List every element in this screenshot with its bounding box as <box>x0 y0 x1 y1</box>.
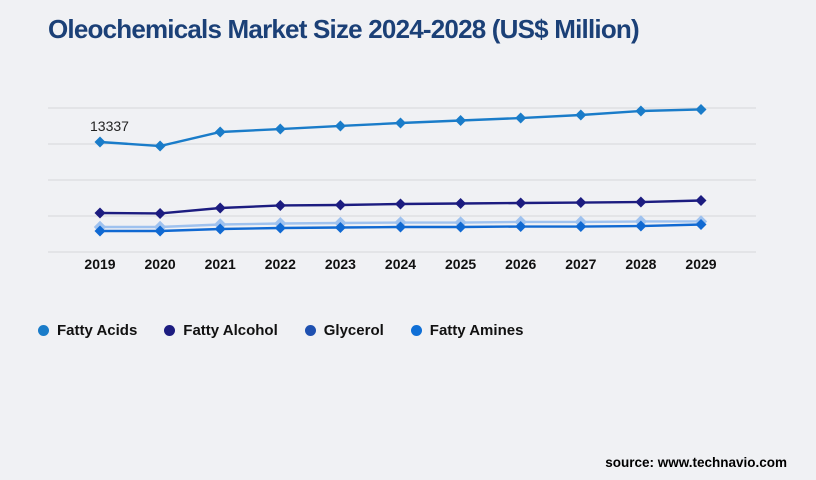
series-fatty-acids <box>94 103 707 152</box>
x-axis-label: 2020 <box>145 256 176 272</box>
data-point-marker[interactable] <box>695 103 707 115</box>
data-point-marker[interactable] <box>695 218 707 230</box>
x-axis-label: 2022 <box>265 256 296 272</box>
data-point-marker[interactable] <box>395 117 406 129</box>
data-point-marker[interactable] <box>214 202 226 214</box>
data-point-marker[interactable] <box>94 225 106 237</box>
data-point-marker[interactable] <box>515 112 527 124</box>
axis-labels: 13337 2019 2020 2021 2022 2023 2024 2025 2026 202… <box>84 118 716 272</box>
data-point-marker[interactable] <box>635 220 647 232</box>
data-point-marker[interactable] <box>334 199 346 211</box>
data-point-marker[interactable] <box>515 221 527 233</box>
legend-dot-icon <box>304 325 316 336</box>
legend-label: Fatty Amines <box>429 322 524 339</box>
data-point-marker[interactable] <box>695 194 707 206</box>
legend-dot-icon <box>164 325 176 336</box>
x-axis-label: 2028 <box>625 256 656 272</box>
data-point-marker[interactable] <box>94 136 106 148</box>
data-point-marker[interactable] <box>455 114 467 126</box>
x-axis-label: 2025 <box>445 256 476 272</box>
data-point-marker[interactable] <box>94 207 106 219</box>
legend-item-glycerol[interactable]: Glycerol <box>304 322 384 339</box>
chart-title: Oleochemicals Market Size 2024-2028 (US$… <box>48 14 640 44</box>
data-point-marker[interactable] <box>635 105 647 117</box>
legend-dot-icon <box>410 325 422 336</box>
data-point-marker[interactable] <box>214 126 226 138</box>
data-point-marker[interactable] <box>334 222 346 234</box>
legend-label: Fatty Alcohol <box>183 322 278 339</box>
data-point-marker[interactable] <box>395 221 406 233</box>
x-axis-label: 2029 <box>685 256 716 272</box>
x-axis-label: 2023 <box>325 256 356 272</box>
data-point-marker[interactable] <box>274 222 286 234</box>
data-point-marker[interactable] <box>274 123 286 135</box>
legend-item-fatty-acids[interactable]: Fatty Acids <box>38 322 137 339</box>
legend-item-fatty-alcohol[interactable]: Fatty Alcohol <box>164 322 278 339</box>
data-point-marker[interactable] <box>575 197 587 209</box>
x-axis-label: 2026 <box>505 256 536 272</box>
legend: Fatty Acids Fatty Alcohol Glycerol Fatty Am… <box>38 322 523 339</box>
data-point-marker[interactable] <box>154 207 166 219</box>
data-point-marker[interactable] <box>455 198 467 210</box>
x-axis-label: 2021 <box>205 256 236 272</box>
legend-label: Glycerol <box>323 322 384 339</box>
x-axis-label: 2019 <box>84 256 115 272</box>
data-point-marker[interactable] <box>635 196 647 208</box>
data-point-marker[interactable] <box>515 197 527 209</box>
data-point-marker[interactable] <box>455 221 467 233</box>
series-fatty-alcohol <box>94 194 707 219</box>
data-point-marker[interactable] <box>575 109 587 121</box>
data-point-marker[interactable] <box>575 221 587 233</box>
data-point-marker[interactable] <box>154 140 166 152</box>
data-point-marker[interactable] <box>214 223 226 235</box>
data-point-marker[interactable] <box>154 225 166 237</box>
data-point-marker[interactable] <box>334 120 346 132</box>
chart-series <box>93 103 708 237</box>
x-axis-label: 2024 <box>385 256 416 272</box>
data-point-marker[interactable] <box>274 199 286 211</box>
legend-label: Fatty Acids <box>57 322 138 339</box>
data-point-marker[interactable] <box>395 198 406 210</box>
legend-item-fatty-amines[interactable]: Fatty Amines <box>410 322 524 339</box>
x-axis-label: 2027 <box>565 256 596 272</box>
data-point-value-label: 13337 <box>90 118 129 134</box>
series-fatty-amines <box>94 218 707 237</box>
legend-dot-icon <box>38 325 49 336</box>
source-attribution: source: www.technavio.com <box>605 455 787 470</box>
